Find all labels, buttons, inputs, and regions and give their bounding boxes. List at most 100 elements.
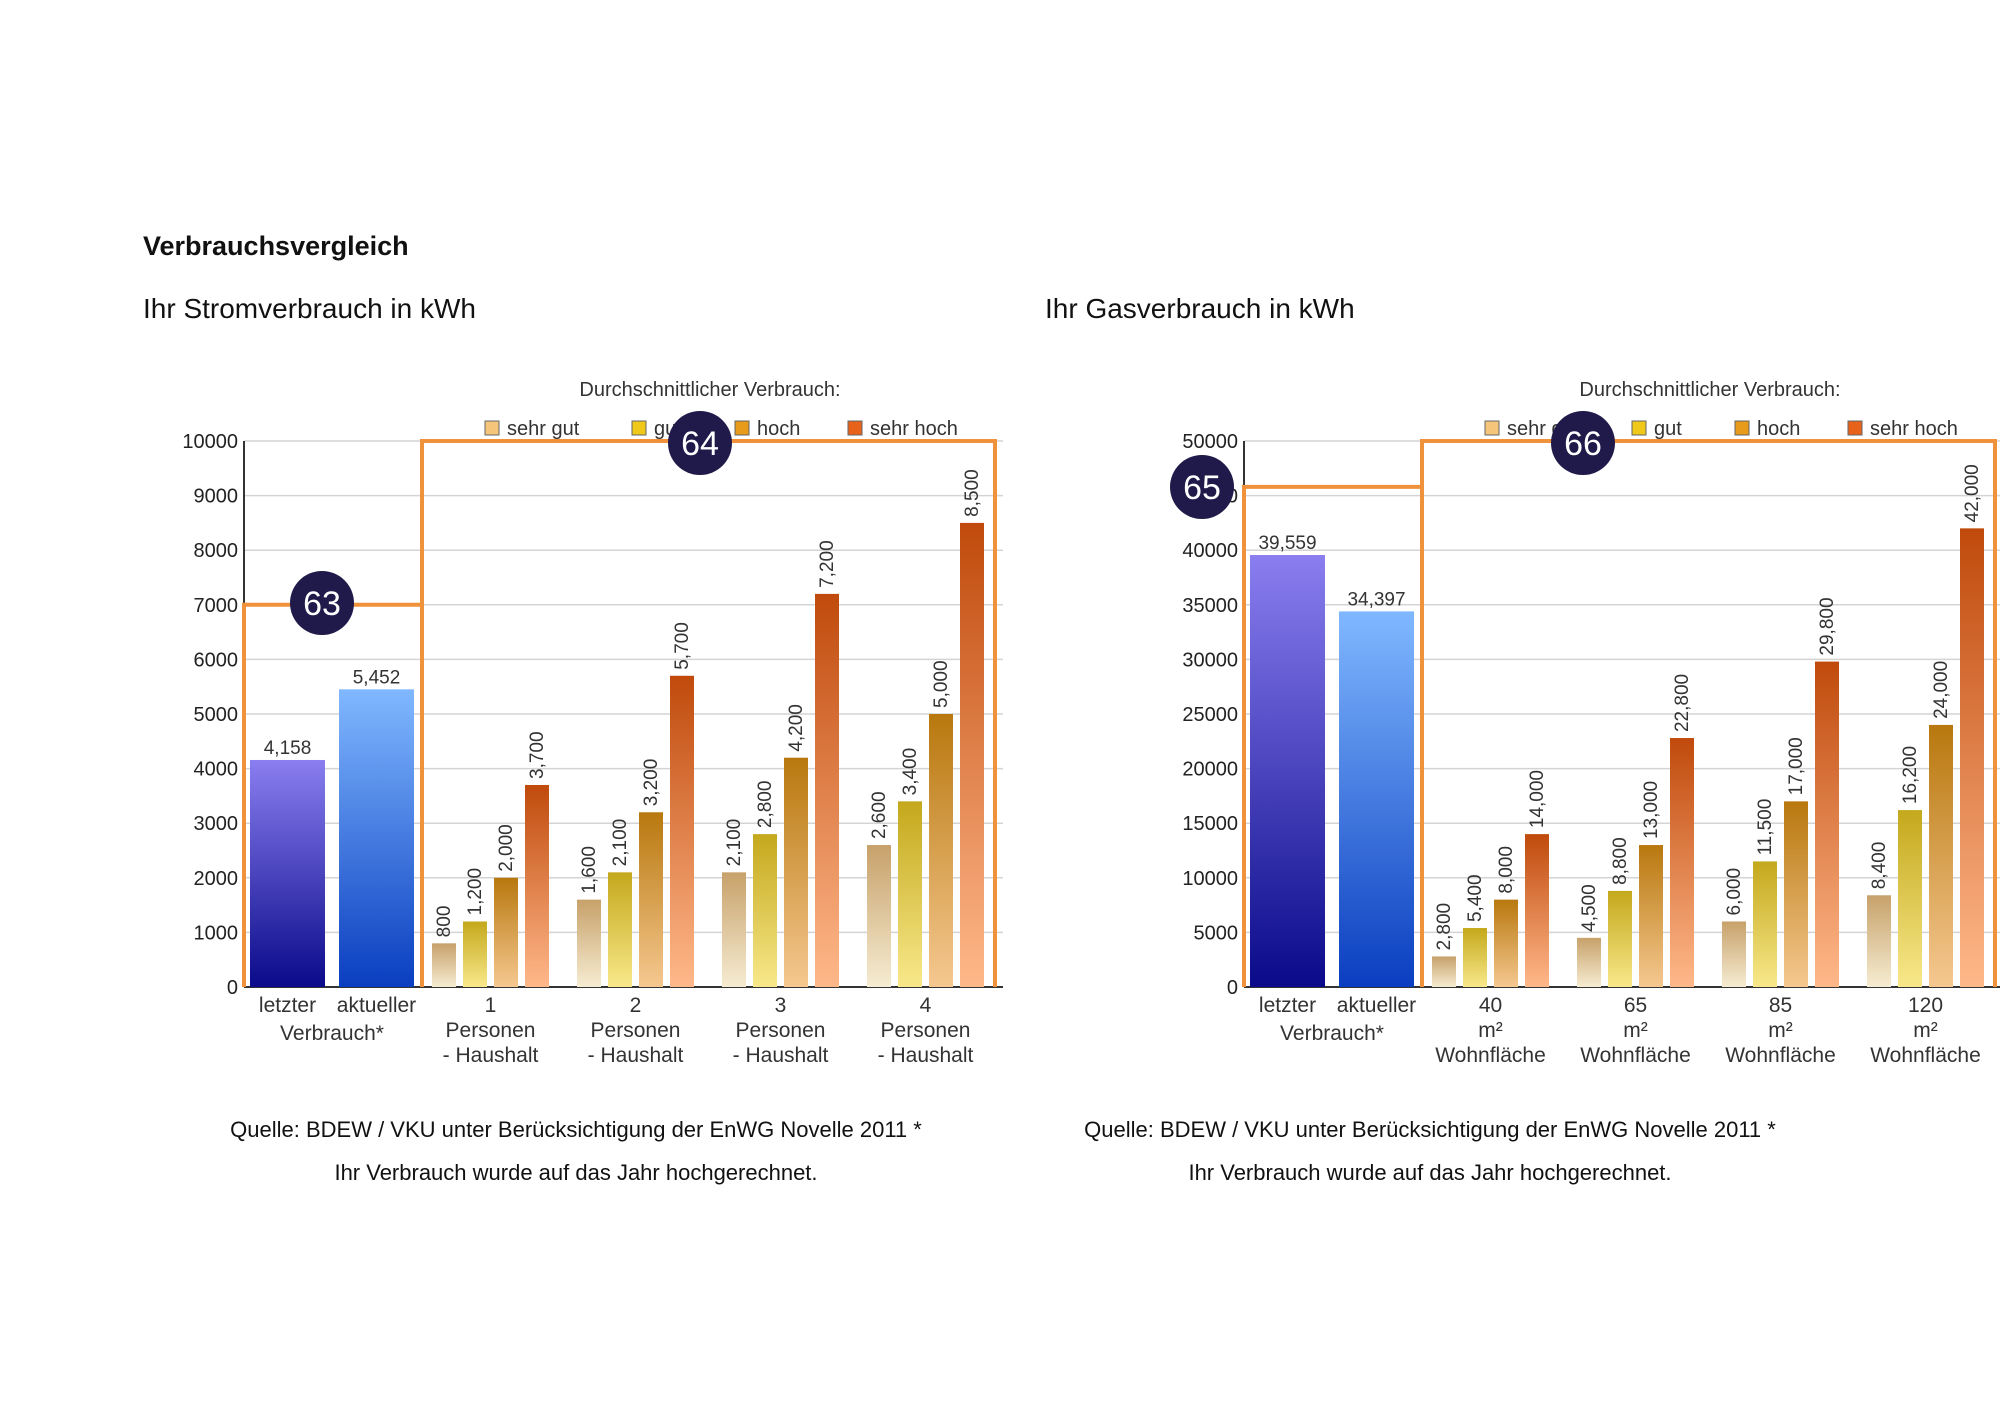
avg-bar — [722, 872, 746, 987]
avg-marker-badge-label: 66 — [1564, 425, 1602, 463]
own-bar-value: 39,559 — [1258, 533, 1316, 554]
own-bar-1 — [339, 689, 414, 987]
avg-bar-value: 8,500 — [962, 469, 983, 517]
own-bar-value: 5,452 — [353, 667, 401, 688]
own-bar-1 — [1339, 611, 1414, 987]
avg-bar — [1784, 801, 1808, 987]
legend-swatch-1 — [631, 420, 647, 436]
avg-bar-value: 3,400 — [900, 748, 921, 796]
y-tick-label: 3000 — [194, 813, 239, 835]
avg-bar — [1867, 895, 1891, 987]
y-tick-label: 0 — [1227, 977, 1238, 999]
avg-bar-value: 24,000 — [1931, 661, 1952, 719]
y-tick-label: 10000 — [182, 431, 238, 453]
gas-chart-title: Ihr Gasverbrauch in kWh — [1045, 293, 1355, 324]
avg-marker-badge — [1551, 411, 1615, 475]
own-marker-badge — [1170, 455, 1234, 519]
own-x-label: letzter — [1259, 994, 1316, 1017]
avg-bar-value: 7,200 — [817, 540, 838, 588]
strom-footnote-note: Ihr Verbrauch wurde auf das Jahr hochger… — [334, 1160, 818, 1185]
y-tick-label: 8000 — [194, 540, 239, 562]
avg-bar-value: 4,500 — [1579, 884, 1600, 932]
y-tick-label: 50000 — [1182, 431, 1238, 453]
avg-bar — [639, 812, 663, 987]
avg-bar-value: 1,200 — [465, 868, 486, 916]
legend-swatch-2 — [1734, 420, 1750, 436]
own-bar-0 — [1250, 555, 1325, 987]
y-tick-label: 7000 — [194, 595, 239, 617]
avg-bar — [1494, 899, 1518, 987]
legend-swatch-0 — [484, 420, 500, 436]
own-marker-badge-label: 65 — [1183, 469, 1221, 507]
legend-label-2: hoch — [757, 418, 800, 440]
avg-bar-value: 11,500 — [1755, 799, 1776, 856]
avg-marker-badge — [668, 411, 732, 475]
group-x-label: Personen — [446, 1019, 536, 1042]
avg-bar — [1960, 528, 1984, 987]
gas-chart: 0 5000 10000 15000 20000 25000 30000 35000 40000… — [1170, 379, 2000, 1067]
avg-bar — [1815, 661, 1839, 987]
avg-bar-value: 2,800 — [755, 781, 776, 829]
y-tick-label: 40000 — [1182, 540, 1238, 562]
own-marker-badge — [290, 571, 354, 635]
y-tick-label: 35000 — [1182, 595, 1238, 617]
group-x-label: m² — [1623, 1019, 1648, 1042]
own-x-label: aktueller — [337, 994, 416, 1017]
y-tick-label: 1000 — [194, 922, 239, 944]
y-tick-label: 2000 — [194, 868, 239, 890]
y-tick-label: 10000 — [1182, 868, 1238, 890]
y-tick-label: 5000 — [1194, 922, 1239, 944]
avg-highlight-box — [1420, 439, 1997, 987]
avg-bar — [867, 845, 891, 987]
group-x-label: Wohnfläche — [1725, 1044, 1836, 1067]
strom-chart-title: Ihr Stromverbrauch in kWh — [143, 293, 476, 324]
legend-swatch-2 — [734, 420, 750, 436]
legend-label-2: hoch — [1757, 418, 1800, 440]
avg-bar — [463, 921, 487, 987]
avg-bar-value: 3,700 — [527, 731, 548, 779]
own-x-label: Verbrauch* — [1280, 1022, 1384, 1045]
group-x-label: Wohnfläche — [1580, 1044, 1691, 1067]
page-title: Verbrauchsvergleich — [143, 231, 409, 261]
avg-bar — [1753, 861, 1777, 987]
group-x-label: - Haushalt — [878, 1044, 974, 1067]
group-x-label: 3 — [775, 994, 787, 1017]
avg-bar-value: 2,100 — [724, 819, 745, 867]
y-tick-label: 30000 — [1182, 649, 1238, 671]
legend-swatch-0 — [1484, 420, 1500, 436]
legend-swatch-1 — [1631, 420, 1647, 436]
group-x-label: 85 — [1769, 994, 1792, 1017]
avg-bar-value: 1,600 — [579, 846, 600, 894]
avg-bar-value: 3,200 — [641, 759, 662, 807]
avg-bar-value: 8,000 — [1496, 846, 1517, 894]
avg-bar-value: 5,000 — [931, 660, 952, 708]
group-x-label: m² — [1913, 1019, 1938, 1042]
own-bar-0 — [250, 759, 325, 987]
avg-bar — [960, 522, 984, 987]
avg-bar-value: 4,200 — [786, 704, 807, 752]
group-x-label: 40 — [1479, 994, 1502, 1017]
legend-title: Durchschnittlicher Verbrauch: — [1579, 379, 1840, 401]
avg-bar-value: 5,400 — [1465, 874, 1486, 922]
avg-bar — [1639, 845, 1663, 987]
avg-bar — [929, 714, 953, 987]
avg-bar — [494, 877, 518, 987]
avg-bar-value: 14,000 — [1527, 770, 1548, 828]
group-x-label: 1 — [485, 994, 497, 1017]
own-bar-value: 4,158 — [264, 738, 312, 759]
own-bar-value: 34,397 — [1347, 589, 1405, 610]
strom-chart: 0 1000 2000 3000 4000 5000 6000 7000 8000 9000 100… — [182, 379, 1003, 1067]
avg-bar — [670, 675, 694, 987]
avg-bar — [898, 801, 922, 987]
y-tick-label: 4000 — [194, 759, 239, 781]
legend-label-3: sehr hoch — [1870, 418, 1958, 440]
avg-bar — [815, 593, 839, 987]
y-tick-label: 6000 — [194, 649, 239, 671]
group-x-label: 2 — [630, 994, 642, 1017]
avg-bar-value: 16,200 — [1900, 746, 1921, 804]
group-x-label: 65 — [1624, 994, 1647, 1017]
avg-bar-value: 13,000 — [1641, 781, 1662, 839]
avg-bar — [1608, 890, 1632, 987]
avg-bar-value: 800 — [434, 906, 455, 938]
avg-bar — [1929, 724, 1953, 987]
